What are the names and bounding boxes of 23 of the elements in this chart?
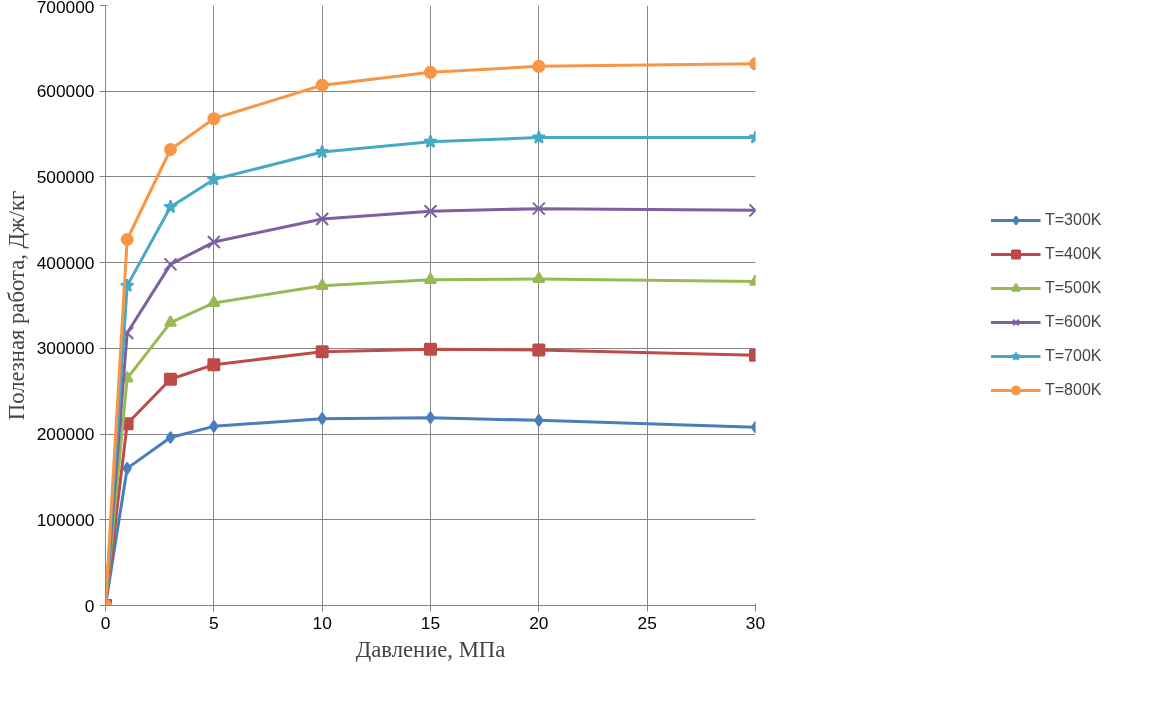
legend-label: T=800K bbox=[1045, 381, 1103, 399]
x-tick-label: 25 bbox=[637, 612, 657, 633]
legend-label: T=500K bbox=[1045, 279, 1103, 297]
y-tick-label: 300000 bbox=[36, 338, 95, 359]
y-tick-label: 500000 bbox=[36, 166, 95, 187]
legend-label: T=400K bbox=[1045, 245, 1103, 263]
y-tick-label: 0 bbox=[84, 595, 95, 616]
y-tick-label: 600000 bbox=[36, 81, 95, 102]
x-tick-label: 15 bbox=[420, 612, 441, 633]
x-tick-label: 0 bbox=[100, 612, 111, 633]
x-tick-label: 5 bbox=[209, 612, 219, 633]
y-tick-label: 400000 bbox=[36, 252, 95, 273]
legend-label: T=600K bbox=[1045, 313, 1103, 331]
y-axis-title: Полезная работа, Дж/кг bbox=[3, 190, 29, 421]
x-axis-title: Давление, МПа bbox=[355, 636, 506, 662]
x-tick-label: 30 bbox=[745, 612, 766, 633]
legend-label: T=700K bbox=[1045, 347, 1103, 365]
x-tick-label: 10 bbox=[312, 612, 332, 633]
y-tick-label: 100000 bbox=[36, 509, 95, 530]
x-tick-label: 20 bbox=[529, 612, 549, 633]
y-tick-label: 200000 bbox=[36, 424, 95, 445]
y-tick-label: 700000 bbox=[36, 0, 95, 17]
legend-label: T=300K bbox=[1045, 211, 1103, 229]
